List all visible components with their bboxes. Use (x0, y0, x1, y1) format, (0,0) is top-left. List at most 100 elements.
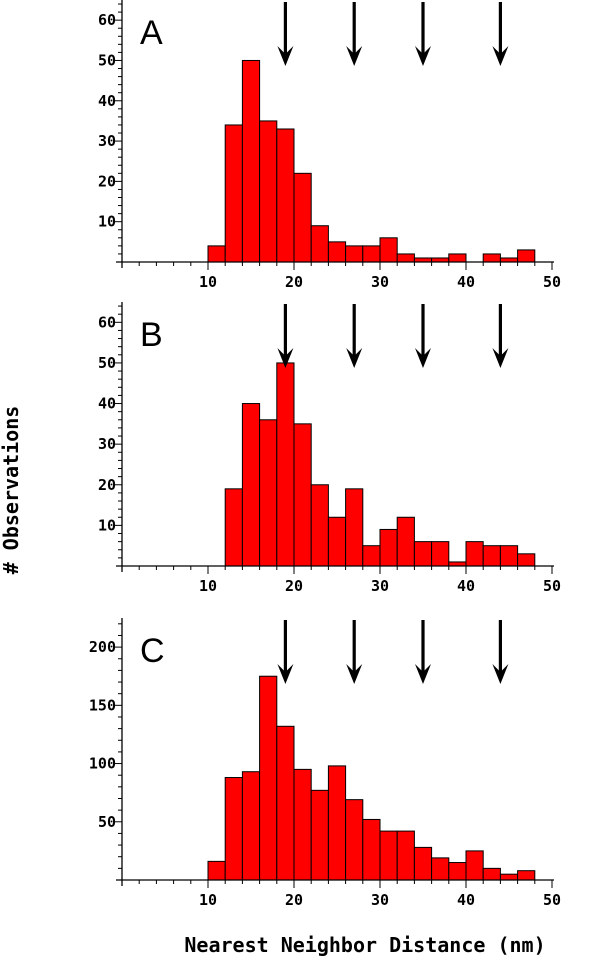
x-tick-label: 20 (285, 577, 303, 595)
histogram-bar (310, 484, 329, 567)
y-tick-label: 50 (98, 813, 116, 831)
arrow-head (492, 348, 509, 368)
histogram-bar (482, 545, 501, 567)
arrow-head (277, 348, 294, 368)
histogram-bar (379, 528, 398, 567)
arrow-head (346, 664, 363, 684)
histogram-bar (379, 830, 398, 881)
histogram-bar (259, 120, 278, 263)
x-tick-label: 20 (285, 273, 303, 291)
arrow-head (492, 664, 509, 684)
histogram-bar (241, 59, 261, 263)
panel-letter: C (140, 632, 165, 670)
panel-letter: A (140, 14, 163, 52)
histogram-bar (517, 553, 536, 567)
x-tick-label: 10 (199, 891, 217, 909)
x-tick-label: 40 (457, 891, 475, 909)
y-tick-label: 60 (98, 313, 116, 331)
y-tick-label: 30 (98, 435, 116, 453)
histogram-bar (259, 675, 278, 881)
y-tick-label: 150 (89, 696, 116, 714)
x-tick-label: 10 (199, 273, 217, 291)
y-tick-label: 10 (98, 213, 116, 231)
histogram-bar (241, 771, 261, 881)
histogram-bar (482, 253, 501, 263)
histogram-bar (207, 860, 226, 881)
histogram-bar (310, 225, 329, 263)
y-tick-label: 40 (98, 92, 116, 110)
histogram-bar (327, 765, 347, 881)
y-tick-label: 20 (98, 476, 116, 494)
y-tick-label: 100 (89, 755, 116, 773)
arrow-head (415, 664, 431, 684)
arrow-head (492, 46, 509, 66)
x-tick-label: 40 (457, 577, 475, 595)
histogram-bar (413, 541, 433, 567)
histogram-bar (276, 725, 295, 881)
x-tick-label: 20 (285, 891, 303, 909)
histogram-bar (259, 419, 278, 567)
x-tick-label: 50 (543, 891, 561, 909)
histogram-bar (345, 488, 364, 567)
y-tick-label: 30 (98, 132, 116, 150)
histogram-bar (362, 818, 381, 881)
histogram-bar (327, 516, 347, 567)
y-tick-label: 10 (98, 516, 116, 534)
histogram-bar (241, 403, 261, 567)
histogram-bar (448, 253, 467, 263)
y-tick-label: 40 (98, 395, 116, 413)
histogram-bar (207, 245, 226, 263)
y-tick-label: 60 (98, 11, 116, 29)
histogram-bar (396, 253, 415, 263)
x-tick-label: 50 (543, 577, 561, 595)
histogram-bar (362, 545, 381, 567)
x-tick-label: 50 (543, 273, 561, 291)
panel-letter: B (140, 316, 163, 354)
histogram-bar (517, 870, 536, 881)
histogram-bar (499, 873, 519, 881)
y-tick-label: 200 (89, 638, 116, 656)
y-tick-label: 50 (98, 354, 116, 372)
histogram-bar (396, 830, 415, 881)
panels: 10 20 30 40 50 10 20 30 40 50 60 A 10 20 30 40 50 10 20 30 4… (89, 0, 561, 909)
histogram-bar (345, 799, 364, 881)
arrow-head (346, 348, 363, 368)
histogram-bar (310, 789, 329, 881)
histogram-bar (293, 768, 312, 881)
panel-a: 10 20 30 40 50 10 20 30 40 50 60 A (98, 0, 561, 291)
arrow-head (415, 348, 431, 368)
arrow-head (277, 664, 294, 684)
arrow-head (346, 46, 363, 66)
x-tick-label: 30 (371, 273, 389, 291)
y-tick-label: 20 (98, 172, 116, 190)
histogram-bar (362, 245, 381, 263)
x-tick-label: 40 (457, 273, 475, 291)
x-tick-label: 30 (371, 891, 389, 909)
histogram-bar (431, 857, 450, 881)
histogram-bar (276, 128, 295, 263)
y-axis-label: # Observations (0, 406, 23, 575)
panel-c: 10 20 30 40 50 50 100 150 200 C (89, 618, 561, 909)
arrow-head (277, 46, 294, 66)
histogram-bar (327, 241, 347, 263)
histogram-bar (499, 545, 519, 567)
histogram-bar (224, 777, 243, 881)
histogram-bar (224, 488, 243, 567)
histogram-bar (345, 245, 364, 263)
histogram-bar (465, 541, 484, 567)
y-tick-label: 50 (98, 51, 116, 69)
x-tick-label: 10 (199, 577, 217, 595)
x-tick-label: 30 (371, 577, 389, 595)
histogram-bar (482, 867, 501, 881)
histogram-bar (465, 850, 484, 881)
histogram-bar (224, 124, 243, 263)
x-axis-label: Nearest Neighbor Distance (nm) (184, 933, 545, 957)
histogram-bar (413, 846, 433, 881)
histogram-bar (379, 237, 398, 263)
histogram-bar (396, 516, 415, 567)
histogram-bar (276, 362, 295, 567)
panel-b: 10 20 30 40 50 10 20 30 40 50 60 B (98, 302, 561, 595)
histogram-bar (448, 862, 467, 881)
histogram-bar (293, 172, 312, 263)
